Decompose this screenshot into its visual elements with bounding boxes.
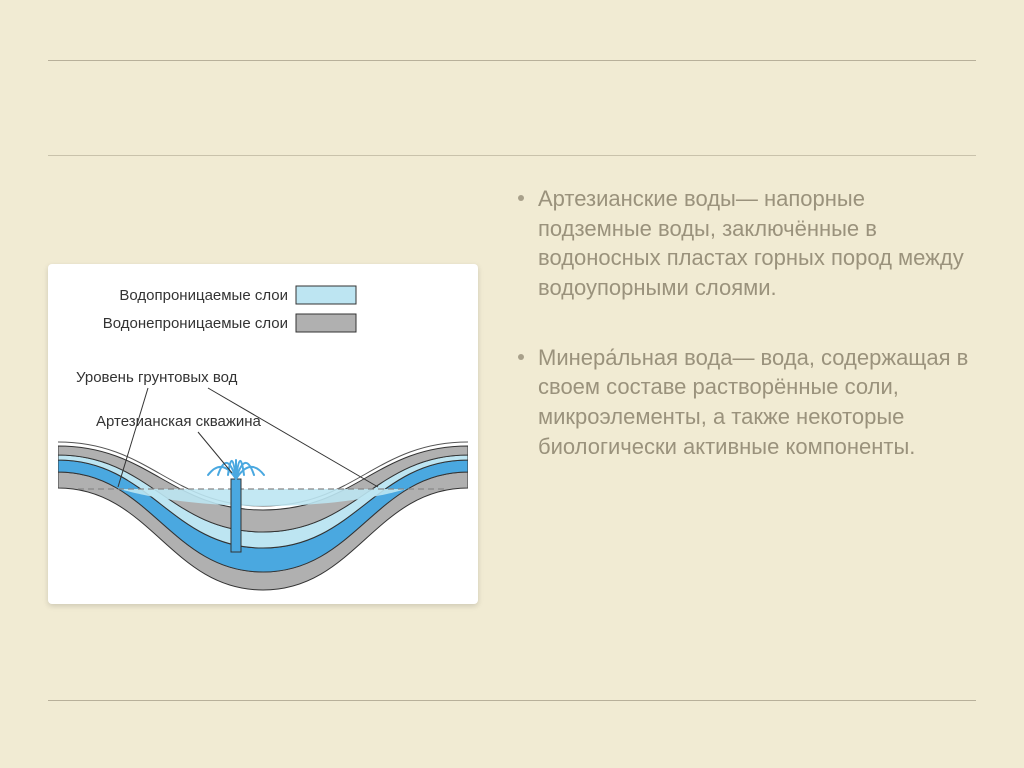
diagram-column: Водопроницаемые слои Водонепроницаемые сл… [48,180,488,688]
bullet-text-0: Артезианские воды— напорные подземные во… [538,184,976,303]
content-row: Водопроницаемые слои Водонепроницаемые сл… [48,180,976,688]
svg-text:Водонепроницаемые слои: Водонепроницаемые слои [103,315,288,332]
list-item: Артезианские воды— напорные подземные во… [518,184,976,303]
bullet-text-1: Минера́льная вода— вода, содержащая в св… [538,343,976,462]
text-column: Артезианские воды— напорные подземные во… [518,180,976,688]
divider-bottom [48,700,976,701]
divider-top [48,60,976,61]
bullet-icon [518,354,524,360]
svg-text:Артезианская скважина: Артезианская скважина [96,413,262,430]
list-item: Минера́льная вода— вода, содержащая в св… [518,343,976,462]
diagram-card: Водопроницаемые слои Водонепроницаемые сл… [48,264,478,604]
bullet-icon [518,195,524,201]
svg-text:Водопроницаемые слои: Водопроницаемые слои [119,287,288,304]
divider-sub [48,155,976,156]
svg-text:Уровень грунтовых вод: Уровень грунтовых вод [76,369,238,386]
artesian-diagram: Водопроницаемые слои Водонепроницаемые сл… [58,274,468,594]
